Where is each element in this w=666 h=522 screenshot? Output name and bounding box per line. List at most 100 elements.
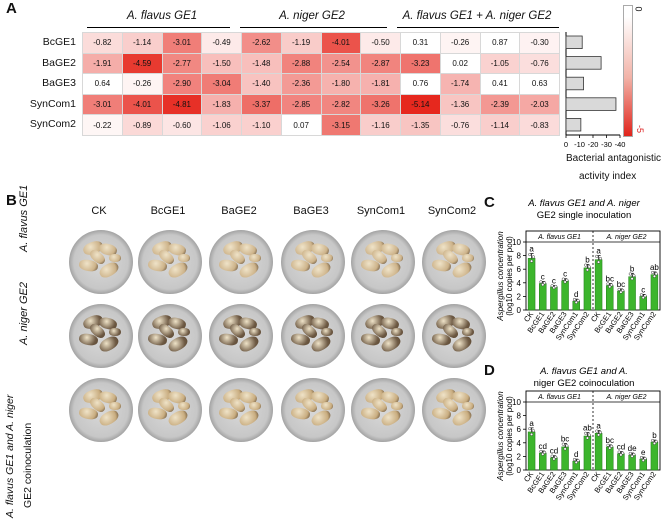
chart-ylabel: Aspergillus concentration — [496, 391, 505, 482]
data-point — [576, 458, 580, 463]
heatmap-cell: -2.77 — [162, 53, 203, 75]
heatmap-cell: -0.26 — [440, 33, 481, 54]
heatmap-row-label: BcGE1 — [42, 36, 76, 48]
data-point — [639, 455, 643, 460]
index-label: activity index — [579, 171, 637, 182]
panel-letter-a: A — [6, 0, 17, 17]
photo-column-label: BaGE2 — [221, 205, 257, 217]
heatmap-cell: -2.62 — [242, 33, 282, 54]
y-tick-label: 0 — [517, 306, 522, 315]
heatmap-row-label: BaGE3 — [42, 77, 76, 90]
data-point — [619, 290, 623, 294]
chart-ylabel: (log10 copies per pod) — [505, 396, 514, 476]
data-point — [632, 452, 636, 456]
index-bar — [565, 97, 617, 111]
data-point — [528, 252, 532, 257]
significance-letter: de — [628, 444, 637, 453]
bar — [628, 276, 636, 311]
heatmap-cell: -4.59 — [122, 53, 163, 75]
heatmap-cell: -1.40 — [242, 74, 282, 95]
chart-title: niger GE2 coinoculation — [534, 378, 635, 389]
bar — [617, 290, 625, 311]
petri-dish — [281, 378, 345, 442]
peanut-pod — [178, 254, 190, 262]
heatmap-cell: -1.48 — [242, 53, 282, 75]
bar — [550, 286, 558, 311]
data-point — [621, 288, 625, 292]
data-point — [585, 268, 589, 272]
data-point — [639, 293, 643, 297]
y-tick-label: 6 — [517, 265, 522, 274]
group-label: A. flavus GE1 — [537, 394, 581, 401]
heatmap-cell: -3.26 — [361, 94, 401, 116]
bar — [650, 441, 659, 471]
significance-letter: bc — [617, 280, 625, 289]
data-point — [628, 451, 632, 455]
significance-letter: d — [574, 450, 578, 459]
petri-dish — [422, 230, 486, 294]
heatmap-cell: -0.82 — [83, 33, 123, 54]
significance-letter: c — [641, 285, 645, 294]
colorbar-tick-bottom: -5 — [635, 124, 646, 134]
y-tick-label: 4 — [517, 439, 522, 448]
bar — [527, 431, 536, 471]
data-point — [606, 443, 610, 447]
bar — [594, 433, 603, 471]
significance-letter: c — [563, 270, 567, 279]
data-point — [563, 280, 567, 284]
significance-letter: c — [541, 272, 545, 281]
bar-chart-coinoculation: A. flavus GE1 and A.niger GE2 coinoculat… — [496, 366, 661, 502]
photo-row-label: A. flavus GE1 — [18, 184, 30, 252]
petri-dish — [69, 378, 133, 442]
heatmap-cell: -2.88 — [281, 53, 322, 75]
peanut-pod — [109, 402, 121, 410]
heatmap-cell: -1.35 — [401, 115, 441, 136]
data-point — [550, 284, 554, 288]
data-point — [621, 451, 625, 455]
heatmap-cell: -0.89 — [122, 115, 163, 136]
heatmap-cell: -2.03 — [520, 94, 560, 116]
y-tick-label: 8 — [517, 412, 522, 421]
petri-dish — [209, 304, 273, 368]
heatmap-cell: -1.74 — [440, 74, 481, 95]
peanut-pod — [462, 328, 474, 336]
heatmap-cell: -1.91 — [83, 53, 123, 75]
index-bar — [565, 118, 582, 132]
data-point — [541, 283, 545, 287]
significance-letter: cd — [550, 447, 558, 456]
heatmap-cell: -2.90 — [162, 74, 203, 95]
bar — [583, 267, 592, 311]
heatmap-cell: -1.06 — [202, 115, 242, 136]
significance-letter: ab — [650, 263, 659, 272]
heatmap-cell: -3.01 — [83, 94, 123, 116]
heatmap-cell: 0.02 — [440, 53, 481, 75]
heatmap-cell: -0.22 — [83, 115, 123, 136]
peanut-pod — [178, 328, 190, 336]
data-point — [606, 282, 610, 286]
group-divider — [397, 27, 559, 28]
heatmap-group-title: A. flavus GE1 — [126, 10, 198, 22]
data-point — [598, 256, 602, 261]
heatmap-cell: -1.50 — [202, 53, 242, 75]
chart-ylabel: Aspergillus concentration — [496, 231, 505, 322]
data-point — [595, 429, 599, 433]
index-bar — [565, 56, 602, 70]
significance-letter: cd — [617, 443, 625, 452]
heatmap-cell: -0.30 — [520, 33, 560, 54]
data-point — [654, 439, 658, 444]
panel-letter-d: D — [484, 362, 495, 379]
group-label: A. niger GE2 — [605, 234, 646, 241]
data-point — [561, 277, 565, 281]
heatmap-cell: -0.60 — [162, 115, 203, 136]
petri-dish — [138, 378, 202, 442]
y-tick-label: 6 — [517, 425, 522, 434]
heatmap-cell: -1.14 — [480, 115, 521, 136]
data-point — [585, 436, 589, 440]
data-point — [608, 285, 612, 289]
y-tick-label: 10 — [512, 238, 521, 247]
heatmap-cell: -0.50 — [361, 33, 401, 54]
heatmap-cell: -1.10 — [242, 115, 282, 136]
peanut-pod — [109, 254, 121, 262]
data-point — [574, 300, 578, 304]
